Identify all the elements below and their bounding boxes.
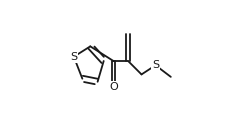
Text: S: S: [152, 60, 159, 70]
Text: O: O: [109, 82, 118, 92]
Text: S: S: [70, 52, 77, 62]
